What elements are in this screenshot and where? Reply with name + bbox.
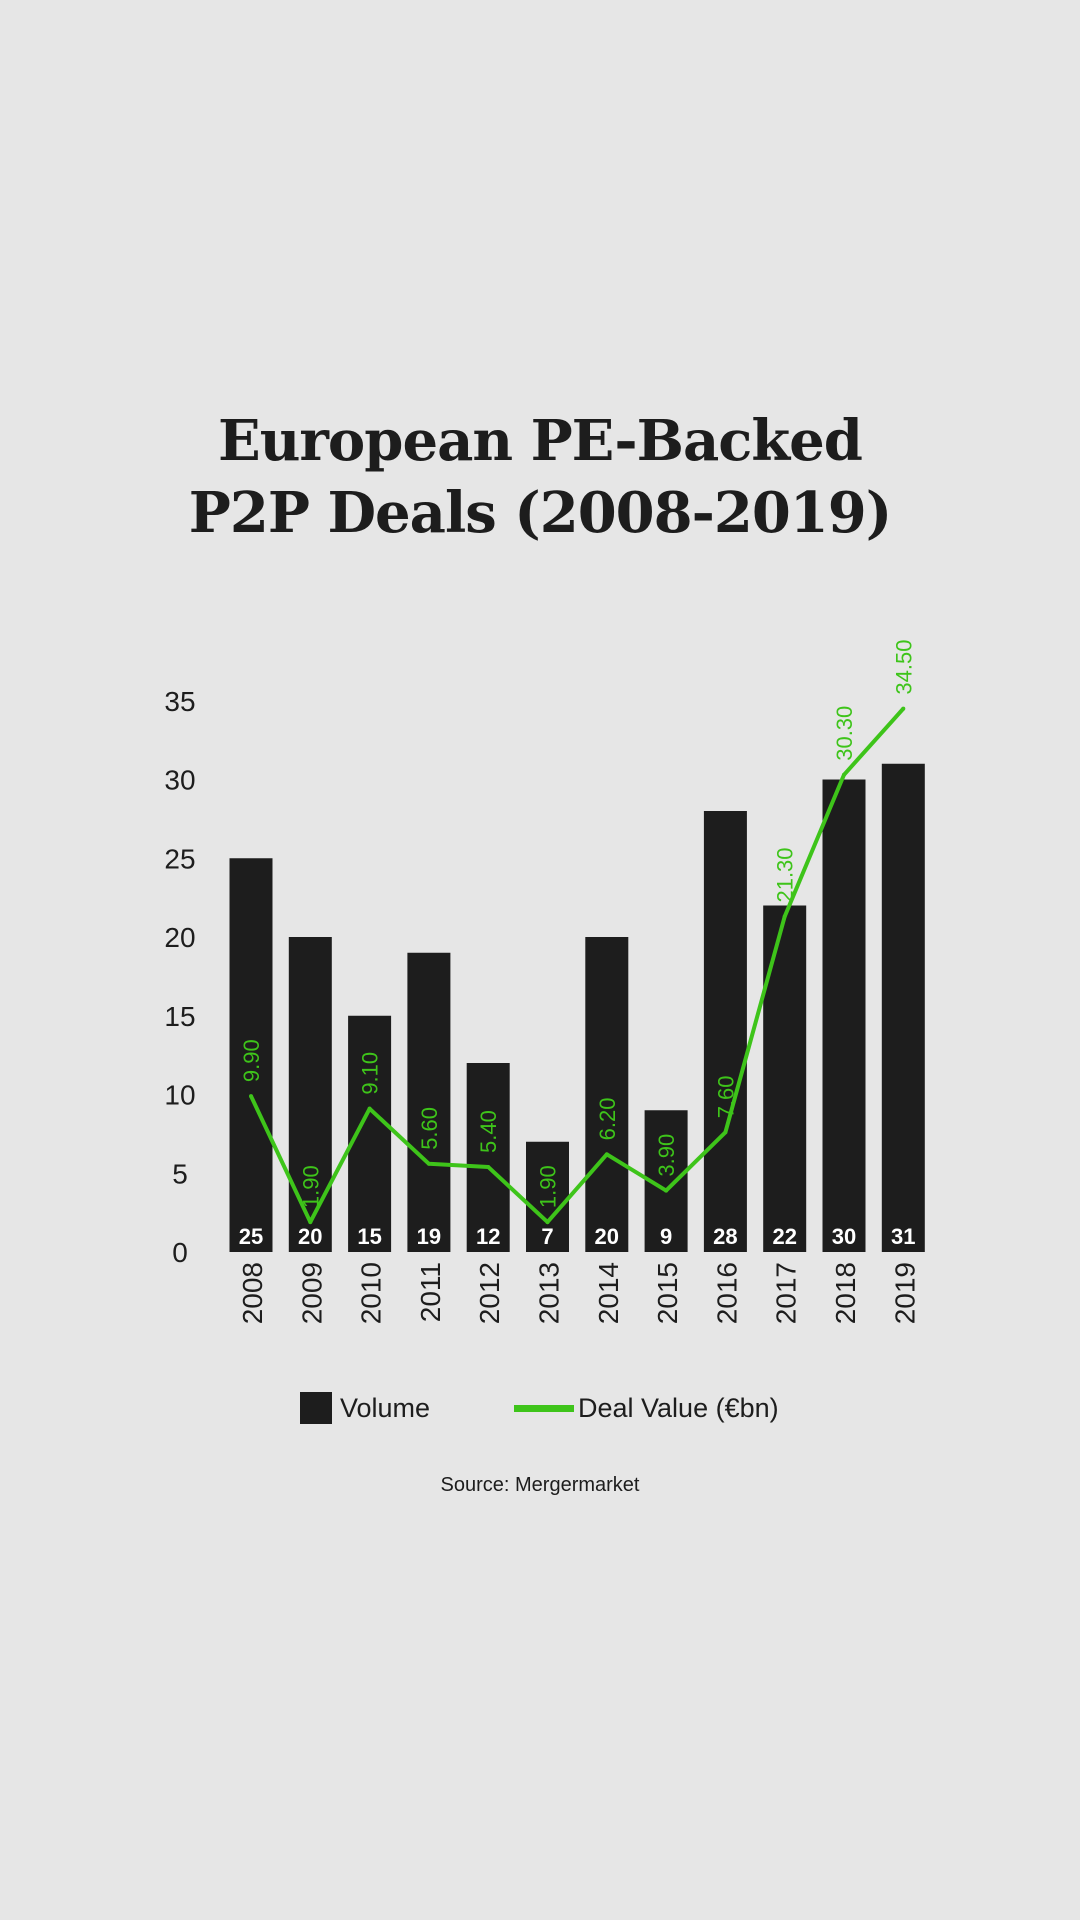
x-tick-label: 2010 (356, 1262, 387, 1324)
deal-value-label: 3.90 (654, 1134, 679, 1177)
bar-value-label: 12 (476, 1224, 500, 1249)
deal-value-point (486, 1164, 491, 1169)
deal-value-point (901, 706, 906, 711)
legend-item-volume: Volume (300, 1386, 430, 1430)
deal-value-label: 1.90 (536, 1165, 561, 1208)
bar (822, 779, 866, 1252)
bar-value-label: 25 (239, 1224, 263, 1249)
bar-value-label: 9 (660, 1224, 672, 1249)
deal-value-label: 1.90 (298, 1165, 323, 1208)
bar (881, 763, 925, 1252)
bar-value-label: 20 (595, 1224, 619, 1249)
title-line-2: P2P Deals (2008-2019) (188, 480, 892, 546)
chart-title: European PE-Backed P2P Deals (2008-2019) (0, 405, 1080, 549)
deal-value-label: 7.60 (713, 1075, 738, 1118)
legend-item-deal-value: Deal Value (€bn) (514, 1386, 779, 1430)
bar-value-label: 7 (541, 1224, 553, 1249)
bar (703, 811, 747, 1252)
deal-value-point (545, 1220, 550, 1225)
x-tick-label: 2019 (889, 1262, 920, 1324)
legend-swatch-volume (300, 1392, 332, 1424)
legend: Volume Deal Value (€bn) (0, 1386, 1080, 1430)
deal-value-point (249, 1094, 253, 1099)
y-tick-label: 5 (172, 1158, 188, 1189)
y-tick-label: 25 (164, 843, 195, 874)
x-tick-label: 2012 (474, 1262, 505, 1324)
deal-value-label: 30.30 (832, 706, 857, 761)
legend-label-deal-value: Deal Value (€bn) (578, 1392, 779, 1423)
deal-value-point (367, 1106, 372, 1111)
bar (288, 937, 332, 1252)
deal-value-point (308, 1220, 313, 1225)
deal-value-label: 5.60 (417, 1107, 442, 1150)
bar (763, 905, 807, 1252)
deal-value-point (604, 1152, 609, 1157)
bar-value-label: 20 (298, 1224, 322, 1249)
title-line-1: European PE-Backed (218, 408, 863, 474)
deal-value-point (842, 772, 846, 777)
x-tick-label: 2009 (296, 1262, 327, 1324)
bar-value-label: 22 (772, 1224, 796, 1249)
x-tick-label: 2016 (711, 1262, 742, 1324)
bar-value-label: 28 (713, 1224, 737, 1249)
bar (585, 937, 629, 1252)
deal-value-point (723, 1130, 728, 1135)
x-tick-label: 2008 (237, 1262, 268, 1324)
y-tick-label: 30 (164, 765, 195, 796)
deal-value-point (664, 1188, 669, 1193)
bar-value-label: 30 (832, 1224, 856, 1249)
deal-value-point (782, 914, 787, 919)
deal-value-label: 9.10 (358, 1052, 383, 1095)
deal-value-label: 6.20 (595, 1098, 620, 1141)
y-tick-label: 10 (164, 1080, 195, 1111)
bar (526, 1141, 569, 1252)
x-tick-label: 2015 (652, 1262, 683, 1324)
x-tick-label: 2011 (415, 1262, 446, 1322)
x-tick-label: 2013 (534, 1262, 565, 1324)
deal-value-label: 9.90 (239, 1039, 264, 1082)
bar (229, 858, 273, 1252)
deal-value-line (249, 707, 905, 1225)
bar-value-label: 15 (357, 1224, 381, 1249)
y-tick-label: 20 (164, 922, 195, 953)
deal-value-label: 5.40 (476, 1110, 501, 1153)
deal-value-label: 34.50 (891, 640, 916, 695)
deal-value-label: 21.30 (773, 847, 798, 902)
bar (466, 1063, 510, 1252)
x-tick-label: 2014 (593, 1262, 624, 1324)
y-tick-label: 15 (164, 1001, 195, 1032)
bar-value-label: 19 (417, 1224, 441, 1249)
deal-value-point (426, 1161, 431, 1166)
source-note: Source: Mergermarket (440, 1474, 640, 1496)
x-tick-label: 2018 (830, 1262, 861, 1324)
y-tick-label: 35 (164, 686, 195, 717)
bar-value-label: 31 (891, 1224, 915, 1249)
legend-swatch-deal-value (514, 1404, 574, 1412)
x-tick-label: 2017 (771, 1262, 802, 1324)
y-tick-label: 0 (172, 1237, 188, 1268)
legend-label-volume: Volume (340, 1392, 431, 1423)
bar (407, 952, 451, 1252)
